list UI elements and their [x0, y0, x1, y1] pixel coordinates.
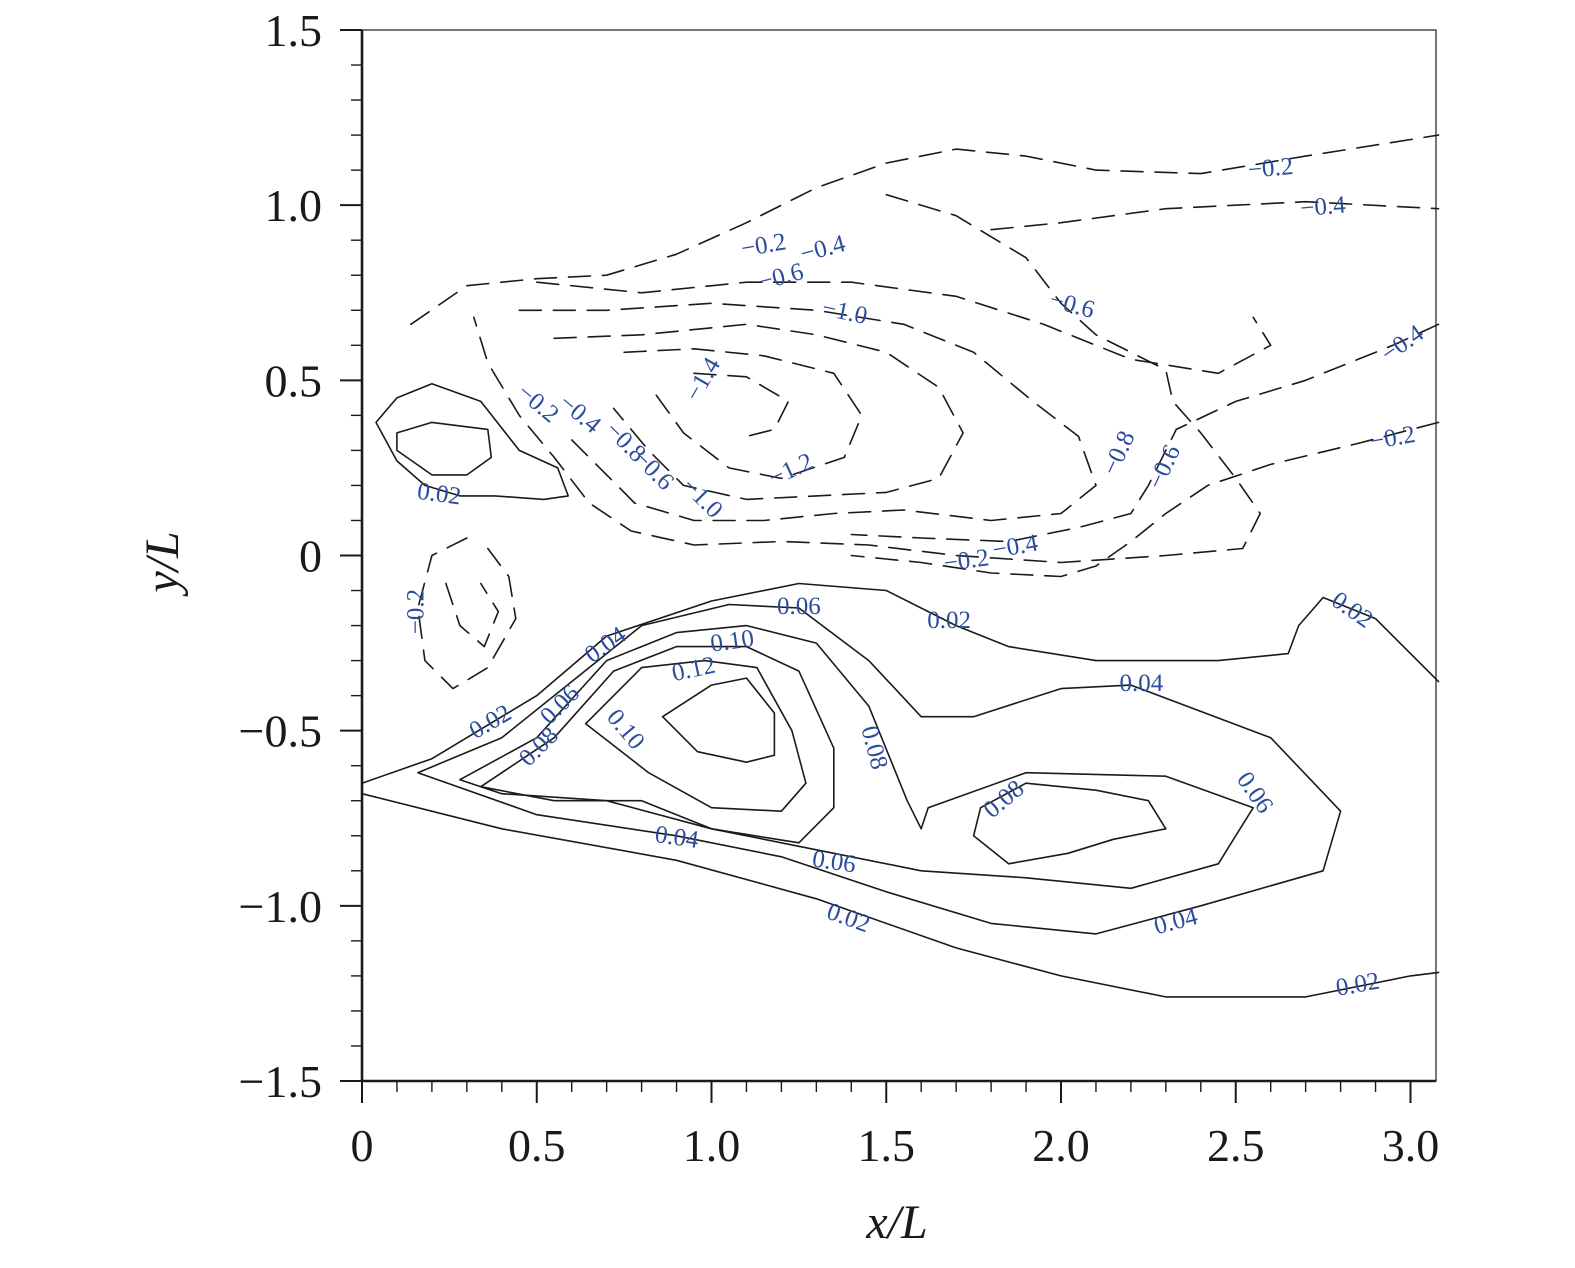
x-tick-label: 0	[351, 1120, 374, 1171]
contour-label: −0.2	[942, 544, 991, 577]
contour-label: 0.08	[855, 723, 892, 772]
x-tick-label: 2.0	[1032, 1120, 1090, 1171]
contour-label: −1.0	[677, 473, 728, 524]
x-tick-label: 3.0	[1382, 1120, 1440, 1171]
contour-line	[459, 624, 1254, 890]
y-axis-title: y/L	[136, 531, 189, 597]
contour-line	[850, 323, 1440, 543]
y-tick-label: 0.5	[265, 355, 323, 406]
y-tick-label: 0	[299, 531, 322, 582]
contour-line	[361, 792, 1440, 998]
contour-label: −1.4	[680, 353, 726, 406]
x-tick-label: 1.0	[683, 1120, 741, 1171]
contour-line	[693, 372, 790, 438]
contour-labels-layer: −0.2−0.4−0.2 −0.4−0.6−1.0 −0.6−0.4−0.2−1.4…	[403, 153, 1430, 1002]
ticks-layer: 0 0.5 1.0 1.5 2.0 2.5 3.0 1.5 1.0 0.5 0 −0.5 −1.0 −1.…	[239, 5, 1440, 1171]
y-tick-label: 1.5	[265, 5, 323, 56]
y-tick-label: −0.5	[239, 706, 322, 757]
contour-label: 0.02	[416, 478, 463, 511]
contour-label: 0.06	[811, 846, 858, 879]
contour-label: 0.12	[669, 652, 717, 688]
contour-label: 0.02	[927, 607, 971, 634]
x-tick-label: 2.5	[1207, 1120, 1265, 1171]
contour-label: −1.2	[765, 448, 818, 492]
contour-label: 0.08	[514, 722, 564, 772]
contour-label: −0.4	[1376, 319, 1429, 367]
contour-label: 0.10	[601, 704, 650, 755]
contour-line	[623, 348, 863, 480]
contour-label: 0.06	[535, 680, 585, 730]
contour-label: −0.2	[1368, 421, 1417, 455]
contour-label: −0.8	[1097, 427, 1141, 480]
contour-label: −0.6	[756, 258, 807, 296]
contour-line	[584, 659, 807, 812]
contour-line	[396, 421, 493, 476]
contour-label: −1.0	[820, 294, 870, 330]
contour-line	[473, 193, 1261, 564]
x-axis-title: x/L	[865, 1196, 927, 1249]
contour-line	[361, 582, 1440, 784]
x-tick-label: 0.5	[508, 1120, 566, 1171]
contour-line	[990, 200, 1440, 231]
contours-layer	[361, 134, 1440, 998]
contour-label: 0.10	[709, 625, 756, 658]
contour-line	[445, 582, 500, 648]
contour-label: −0.4	[991, 529, 1041, 564]
contour-label: −0.4	[554, 389, 606, 439]
y-tick-label: −1.5	[239, 1056, 322, 1107]
contour-label: −0.2	[1247, 153, 1295, 184]
contour-label: 0.06	[1231, 767, 1278, 818]
contour-line	[375, 383, 569, 501]
contour-line	[417, 603, 1342, 935]
contour-label: 0.04	[653, 821, 701, 854]
contour-line	[536, 281, 1272, 375]
contour-line	[972, 782, 1167, 865]
contour-line	[661, 677, 776, 763]
y-tick-label: 1.0	[265, 180, 323, 231]
y-tick-label: −1.0	[239, 881, 322, 932]
contour-label: 0.02	[1334, 968, 1382, 1002]
contour-line	[410, 134, 1440, 326]
contour-label: −0.6	[1142, 441, 1186, 494]
contour-line	[518, 302, 1097, 522]
contour-label: 0.04	[1151, 903, 1201, 941]
contour-label: 0.06	[777, 593, 821, 620]
contour-line	[480, 645, 835, 844]
contour-label: −0.2	[512, 379, 564, 429]
contour-label: 0.02	[823, 898, 873, 938]
contour-label: −0.4	[797, 230, 848, 268]
contour-label: 0.08	[979, 775, 1030, 824]
contour-label: 0.02	[465, 699, 516, 744]
contour-label: −0.2	[403, 589, 430, 634]
contour-label: 0.04	[1120, 670, 1164, 697]
x-tick-label: 1.5	[858, 1120, 916, 1171]
contour-line	[850, 421, 1440, 578]
plot-frame	[361, 29, 1437, 1082]
contour-label: −0.6	[1047, 286, 1098, 324]
contour-label: −0.2	[739, 228, 788, 262]
contour-label: −0.4	[1299, 191, 1347, 222]
contour-line	[417, 537, 517, 690]
contour-label: 0.02	[1326, 587, 1377, 634]
contour-line	[553, 323, 964, 501]
